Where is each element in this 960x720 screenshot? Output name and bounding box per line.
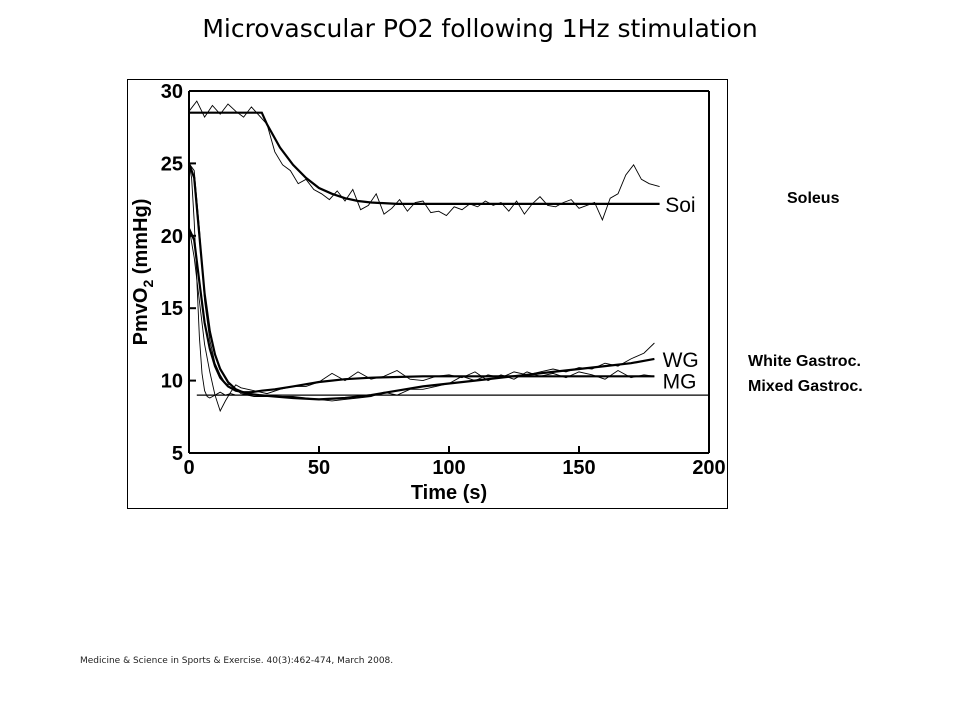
y-ticks: 5 10 15 20 25 30 xyxy=(161,81,196,465)
y-axis-title-main: PmvO xyxy=(130,288,152,346)
plot-area xyxy=(187,100,709,413)
x-tick-label: 100 xyxy=(432,457,465,479)
y-tick-label: 25 xyxy=(161,153,183,175)
y-axis-title-unit: (mmHg) xyxy=(130,199,152,280)
slide-title: Microvascular PO2 following 1Hz stimulat… xyxy=(202,14,758,43)
white-gastroc-label: White Gastroc. xyxy=(748,353,861,370)
series-wg-fit-line xyxy=(187,163,655,401)
y-tick-label: 30 xyxy=(161,81,183,103)
x-tick-label: 0 xyxy=(183,457,194,479)
y-axis-title: PmvO2 (mmHg) xyxy=(130,199,156,346)
x-tick-label: 50 xyxy=(308,457,330,479)
line-chart: 0 50 100 150 200 5 10 15 20 25 30 Time (s) PmvO2 … xyxy=(130,81,726,504)
series-soi-fit-line xyxy=(189,111,660,206)
series-label-wg: WG xyxy=(663,349,699,372)
axes: 0 50 100 150 200 5 10 15 20 25 30 xyxy=(161,81,726,479)
y-tick-label: 10 xyxy=(161,371,183,393)
x-tick-label: 150 xyxy=(562,457,595,479)
y-tick-label: 20 xyxy=(161,226,183,248)
y-tick-label: 15 xyxy=(161,298,183,320)
mixed-gastroc-label: Mixed Gastroc. xyxy=(748,378,863,395)
citation: Medicine & Science in Sports & Exercise.… xyxy=(80,656,394,666)
x-tick-label: 200 xyxy=(692,457,725,479)
series-wg-raw-line xyxy=(188,163,655,402)
series-mg-fit-line xyxy=(187,228,655,394)
y-tick-label: 5 xyxy=(172,443,183,465)
x-ticks: 0 50 100 150 200 xyxy=(183,446,726,479)
soleus-label: Soleus xyxy=(787,190,840,207)
series-label-soi: Soi xyxy=(665,194,695,217)
chart-panel: 0 50 100 150 200 5 10 15 20 25 30 Time (s) PmvO2 … xyxy=(127,79,728,509)
y-axis-title-subscript: 2 xyxy=(140,280,156,288)
series-label-mg: MG xyxy=(663,371,697,394)
series-mg-raw-line xyxy=(188,227,655,413)
x-axis-title: Time (s) xyxy=(411,482,487,504)
series-soi-raw-line xyxy=(188,100,660,222)
series-extra-3-raw-line xyxy=(188,163,241,399)
